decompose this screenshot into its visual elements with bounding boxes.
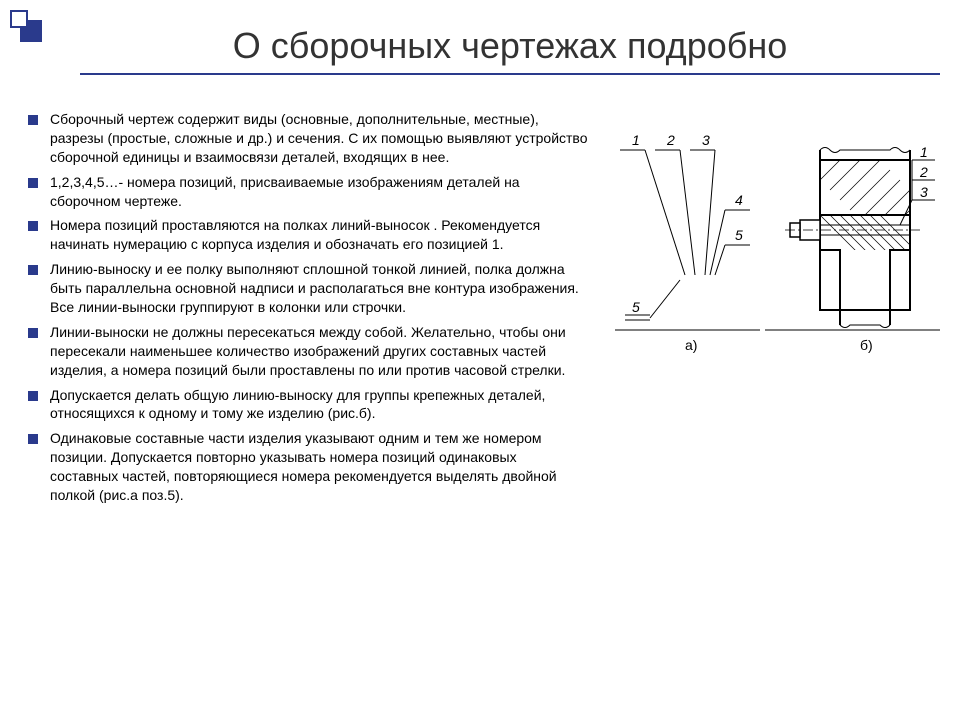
title-bar: О сборочных чертежах подробно [80, 25, 940, 75]
technical-figure: 1 2 3 4 5 5 а) [610, 130, 940, 370]
bullet-icon [28, 178, 38, 188]
bullet-text: Сборочный чертеж содержит виды (основные… [50, 110, 588, 167]
label-1: 1 [632, 132, 640, 148]
labelb-2: 2 [919, 164, 928, 180]
bullet-icon [28, 221, 38, 231]
corner-decoration [10, 10, 60, 50]
labelb-3: 3 [920, 184, 928, 200]
bullet-text: Допускается делать общую линию-выноску д… [50, 386, 588, 424]
list-item: Допускается делать общую линию-выноску д… [28, 386, 588, 424]
bullet-text: 1,2,3,4,5…- номера позиций, присваиваемы… [50, 173, 588, 211]
bullet-list: Сборочный чертеж содержит виды (основные… [28, 110, 588, 511]
caption-b: б) [860, 337, 873, 353]
list-item: Линию-выноску и ее полку выполняют сплош… [28, 260, 588, 317]
bullet-icon [28, 115, 38, 125]
bullet-icon [28, 391, 38, 401]
label-3: 3 [702, 132, 710, 148]
list-item: Линии-выноски не должны пересекаться меж… [28, 323, 588, 380]
bullet-icon [28, 328, 38, 338]
bullet-text: Номера позиций проставляются на полках л… [50, 216, 588, 254]
caption-a: а) [685, 337, 697, 353]
list-item: 1,2,3,4,5…- номера позиций, присваиваемы… [28, 173, 588, 211]
label-5: 5 [735, 227, 743, 243]
page-title: О сборочных чертежах подробно [80, 25, 940, 67]
bullet-text: Одинаковые составные части изделия указы… [50, 429, 588, 505]
bullet-icon [28, 434, 38, 444]
label-5b: 5 [632, 299, 640, 315]
bullet-text: Линии-выноски не должны пересекаться меж… [50, 323, 588, 380]
labelb-1: 1 [920, 144, 928, 160]
label-4: 4 [735, 192, 743, 208]
bullet-icon [28, 265, 38, 275]
list-item: Одинаковые составные части изделия указы… [28, 429, 588, 505]
bullet-text: Линию-выноску и ее полку выполняют сплош… [50, 260, 588, 317]
list-item: Сборочный чертеж содержит виды (основные… [28, 110, 588, 167]
list-item: Номера позиций проставляются на полках л… [28, 216, 588, 254]
label-2: 2 [666, 132, 675, 148]
